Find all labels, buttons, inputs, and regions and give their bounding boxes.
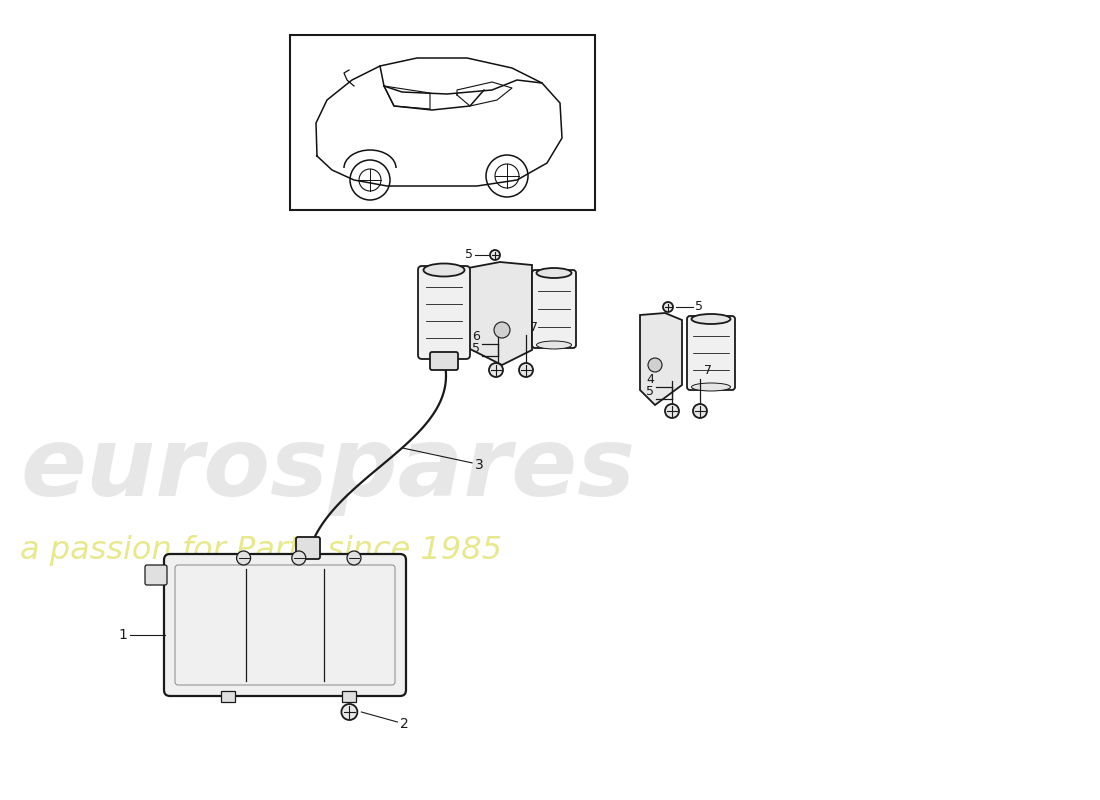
Text: eurospares: eurospares <box>20 423 635 517</box>
Text: 5: 5 <box>472 342 480 355</box>
Circle shape <box>666 404 679 418</box>
Text: a passion for Parts since 1985: a passion for Parts since 1985 <box>20 534 502 566</box>
Bar <box>342 691 356 702</box>
Text: 5: 5 <box>646 385 654 398</box>
Circle shape <box>519 363 534 377</box>
FancyBboxPatch shape <box>164 554 406 696</box>
Circle shape <box>490 250 500 260</box>
Circle shape <box>494 322 510 338</box>
Text: 7: 7 <box>704 364 712 377</box>
FancyBboxPatch shape <box>418 266 470 359</box>
Ellipse shape <box>424 263 464 277</box>
Circle shape <box>693 404 707 418</box>
Bar <box>290 35 595 210</box>
Ellipse shape <box>692 383 730 391</box>
Polygon shape <box>640 313 682 405</box>
Text: 7: 7 <box>530 321 538 334</box>
FancyBboxPatch shape <box>145 565 167 585</box>
Ellipse shape <box>692 314 730 324</box>
Circle shape <box>490 363 503 377</box>
Circle shape <box>236 551 251 565</box>
Bar <box>220 691 234 702</box>
Circle shape <box>648 358 662 372</box>
Polygon shape <box>468 262 532 365</box>
Text: 1: 1 <box>118 628 127 642</box>
Circle shape <box>663 302 673 312</box>
Text: 5: 5 <box>695 301 703 314</box>
Text: 2: 2 <box>400 717 409 731</box>
FancyBboxPatch shape <box>430 352 458 370</box>
Text: 4: 4 <box>646 373 654 386</box>
Text: 5: 5 <box>465 249 473 262</box>
FancyBboxPatch shape <box>532 270 576 348</box>
Circle shape <box>341 704 358 720</box>
Text: 3: 3 <box>475 458 484 472</box>
FancyBboxPatch shape <box>296 537 320 559</box>
Circle shape <box>292 551 306 565</box>
Circle shape <box>346 551 361 565</box>
FancyBboxPatch shape <box>688 316 735 390</box>
Ellipse shape <box>537 268 572 278</box>
Text: 6: 6 <box>472 330 480 343</box>
Ellipse shape <box>537 341 572 349</box>
